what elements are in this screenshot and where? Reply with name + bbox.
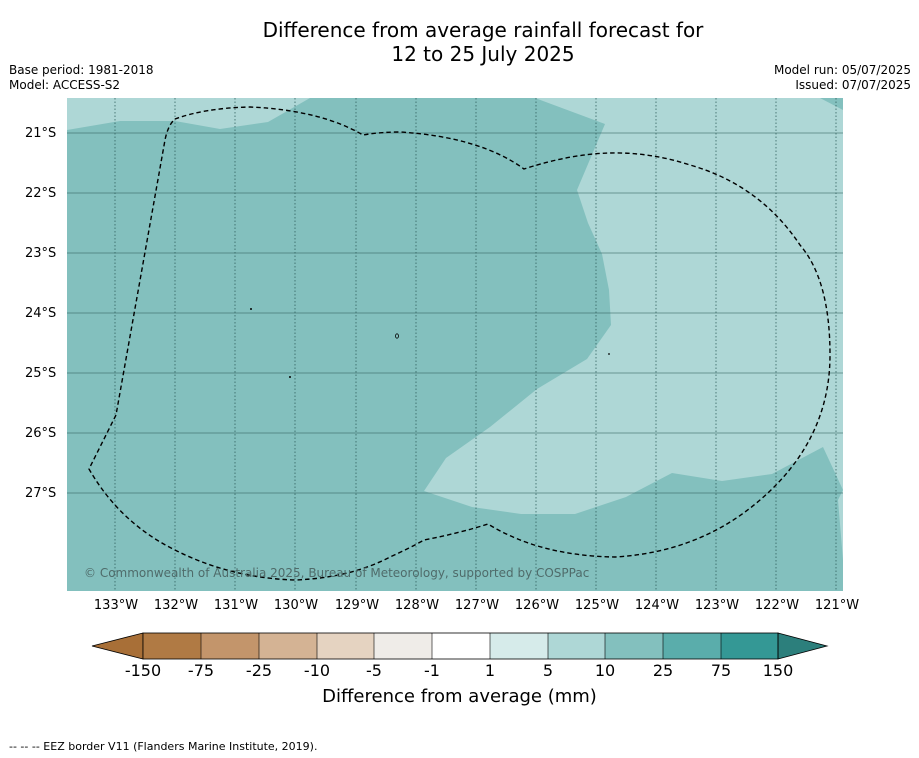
colorbar-max-extension xyxy=(777,632,829,660)
colorbar-tick-label: 75 xyxy=(710,661,732,680)
lon-label: 123°W xyxy=(694,598,740,613)
colorbar-bin-6 xyxy=(432,633,490,659)
colorbar-bin-5 xyxy=(374,633,432,659)
eez-border xyxy=(88,106,831,581)
lat-label: 21°S xyxy=(25,126,57,141)
lat-label: 27°S xyxy=(25,486,57,501)
island-4 xyxy=(608,353,610,355)
colorbar-tick-label: 5 xyxy=(542,661,554,680)
lat-label: 22°S xyxy=(25,186,57,201)
island-3 xyxy=(289,376,291,378)
colorbar-bin-7 xyxy=(490,633,548,659)
island-2 xyxy=(395,333,399,339)
lat-label: 25°S xyxy=(25,366,57,381)
lon-label: 125°W xyxy=(574,598,620,613)
colorbar-bin-8 xyxy=(548,633,605,659)
islands xyxy=(250,308,610,378)
lon-label: 128°W xyxy=(394,598,440,613)
map-area xyxy=(67,98,843,591)
colorbar-frame xyxy=(142,632,779,660)
lon-label: 122°W xyxy=(754,598,800,613)
colorbar xyxy=(91,632,829,660)
copyright-notice: © Commonwealth of Australia 2025, Bureau… xyxy=(84,566,590,580)
lon-label: 132°W xyxy=(153,598,199,613)
anomaly-5-10-region-east xyxy=(424,98,843,514)
colorbar-tick-label: -10 xyxy=(303,661,331,680)
colorbar-bin-10 xyxy=(663,633,721,659)
colorbar-bin-3 xyxy=(259,633,317,659)
lon-label: 126°W xyxy=(514,598,560,613)
latitude-gridlines xyxy=(67,132,843,494)
longitude-gridlines xyxy=(114,98,837,591)
title-line-2: 12 to 25 July 2025 xyxy=(391,42,575,66)
colorbar-tick-label: 150 xyxy=(762,661,794,680)
meta-left: Base period: 1981-2018 Model: ACCESS-S2 xyxy=(9,63,154,93)
lon-label: 131°W xyxy=(213,598,259,613)
colorbar-tick-label: 25 xyxy=(652,661,674,680)
meta-right: Model run: 05/07/2025 Issued: 07/07/2025 xyxy=(774,63,911,93)
colorbar-tick-label: -75 xyxy=(187,661,215,680)
colorbar-bin-9 xyxy=(605,633,663,659)
model-run-label: Model run: 05/07/2025 xyxy=(773,63,911,77)
colorbar-min-extension xyxy=(91,632,144,660)
colorbar-tick-label: -25 xyxy=(245,661,273,680)
eez-footnote: -- -- -- EEZ border V11 (Flanders Marine… xyxy=(9,740,318,753)
model-label: Model: ACCESS-S2 xyxy=(9,78,121,92)
lat-label: 23°S xyxy=(25,246,57,261)
title-line-1: Difference from average rainfall forecas… xyxy=(262,18,704,42)
lon-label: 127°W xyxy=(454,598,500,613)
island-1 xyxy=(250,308,252,310)
colorbar-bin-2 xyxy=(201,633,259,659)
lon-label: 124°W xyxy=(634,598,680,613)
lon-label: 133°W xyxy=(93,598,139,613)
lat-label: 26°S xyxy=(25,426,57,441)
colorbar-title: Difference from average (mm) xyxy=(322,686,597,707)
issued-label: Issued: 07/07/2025 xyxy=(795,78,911,92)
anomaly-5-10-region-edge xyxy=(838,490,843,560)
colorbar-dividers xyxy=(200,633,722,659)
chart-title: Difference from average rainfall forecas… xyxy=(0,18,919,66)
colorbar-bin-4 xyxy=(317,633,374,659)
anomaly-5-10-region-northwest xyxy=(67,98,310,130)
lon-label: 121°W xyxy=(814,598,860,613)
colorbar-tick-label: -1 xyxy=(424,661,440,680)
lon-label: 130°W xyxy=(273,598,319,613)
colorbar-bin-11 xyxy=(721,633,778,659)
colorbar-bin-1 xyxy=(143,633,201,659)
lon-label: 129°W xyxy=(334,598,380,613)
colorbar-tick-label: 10 xyxy=(594,661,616,680)
lat-label: 24°S xyxy=(25,306,57,321)
colorbar-tick-label: -150 xyxy=(124,661,162,680)
colorbar-tick-label: 1 xyxy=(484,661,496,680)
base-period-label: Base period: 1981-2018 xyxy=(9,63,154,77)
colorbar-tick-label: -5 xyxy=(366,661,382,680)
